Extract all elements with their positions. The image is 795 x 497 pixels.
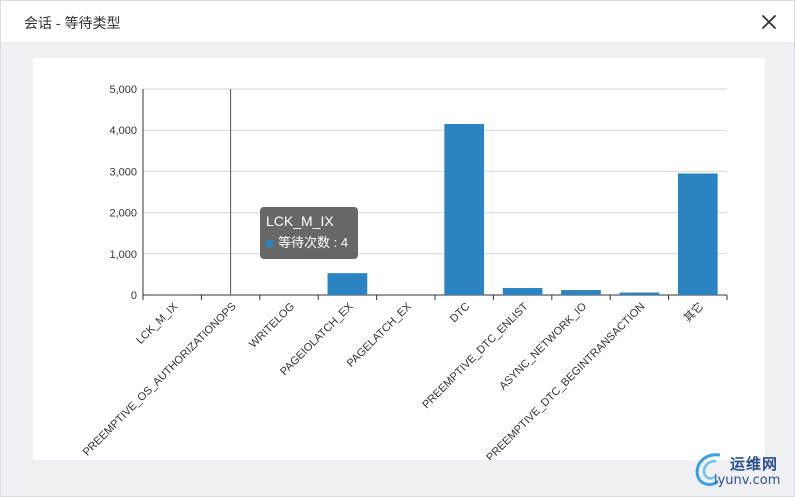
- swirl-logo-icon: [695, 453, 721, 486]
- dialog-titlebar: 会话 - 等待类型: [1, 1, 794, 43]
- bar-9[interactable]: [677, 173, 718, 295]
- x-tick-label: 其它: [680, 299, 705, 324]
- x-tick-label: PAGELATCH_EX: [345, 300, 415, 370]
- bar-8[interactable]: [619, 292, 660, 295]
- y-tick-label: 3,000: [109, 166, 137, 178]
- close-icon: [762, 15, 776, 29]
- watermark-domain: iyunv.com: [714, 473, 781, 488]
- y-tick-label: 2,000: [109, 208, 137, 220]
- y-tick-label: 4,000: [109, 125, 137, 137]
- bar-3[interactable]: [327, 273, 368, 295]
- x-tick-label: PREEMPTIVE_DTC_ENLIST: [420, 300, 531, 411]
- chart-card: 0 1,000 2,000 3,000 4,000 5,000 LCK_M_IX PREEMP…: [33, 58, 765, 460]
- x-tick-label: LCK_M_IX: [134, 300, 181, 347]
- y-tick-label: 1,000: [109, 249, 137, 261]
- x-tick-label: DTC: [448, 301, 473, 326]
- dialog-body: 0 1,000 2,000 3,000 4,000 5,000 LCK_M_IX PREEMP…: [1, 43, 794, 496]
- tooltip-value: 等待次数 : 4: [278, 235, 348, 250]
- watermark: 运维网 iyunv.com: [690, 447, 790, 493]
- watermark-text: 运维网: [730, 455, 779, 473]
- tooltip-title: LCK_M_IX: [266, 213, 334, 229]
- tooltip: [260, 207, 358, 259]
- bar-5[interactable]: [444, 124, 485, 296]
- bar-6[interactable]: [502, 287, 543, 295]
- y-tick-label: 0: [131, 290, 137, 302]
- tooltip-marker: [266, 240, 273, 247]
- dialog-title: 会话 - 等待类型: [24, 15, 121, 31]
- x-tick-label: WRITELOG: [247, 301, 297, 351]
- bar-7[interactable]: [561, 290, 601, 295]
- wait-type-bar-chart[interactable]: 0 1,000 2,000 3,000 4,000 5,000 LCK_M_IX PREEMP…: [33, 58, 765, 460]
- close-button[interactable]: [759, 12, 779, 32]
- y-tick-label: 5,000: [109, 84, 137, 96]
